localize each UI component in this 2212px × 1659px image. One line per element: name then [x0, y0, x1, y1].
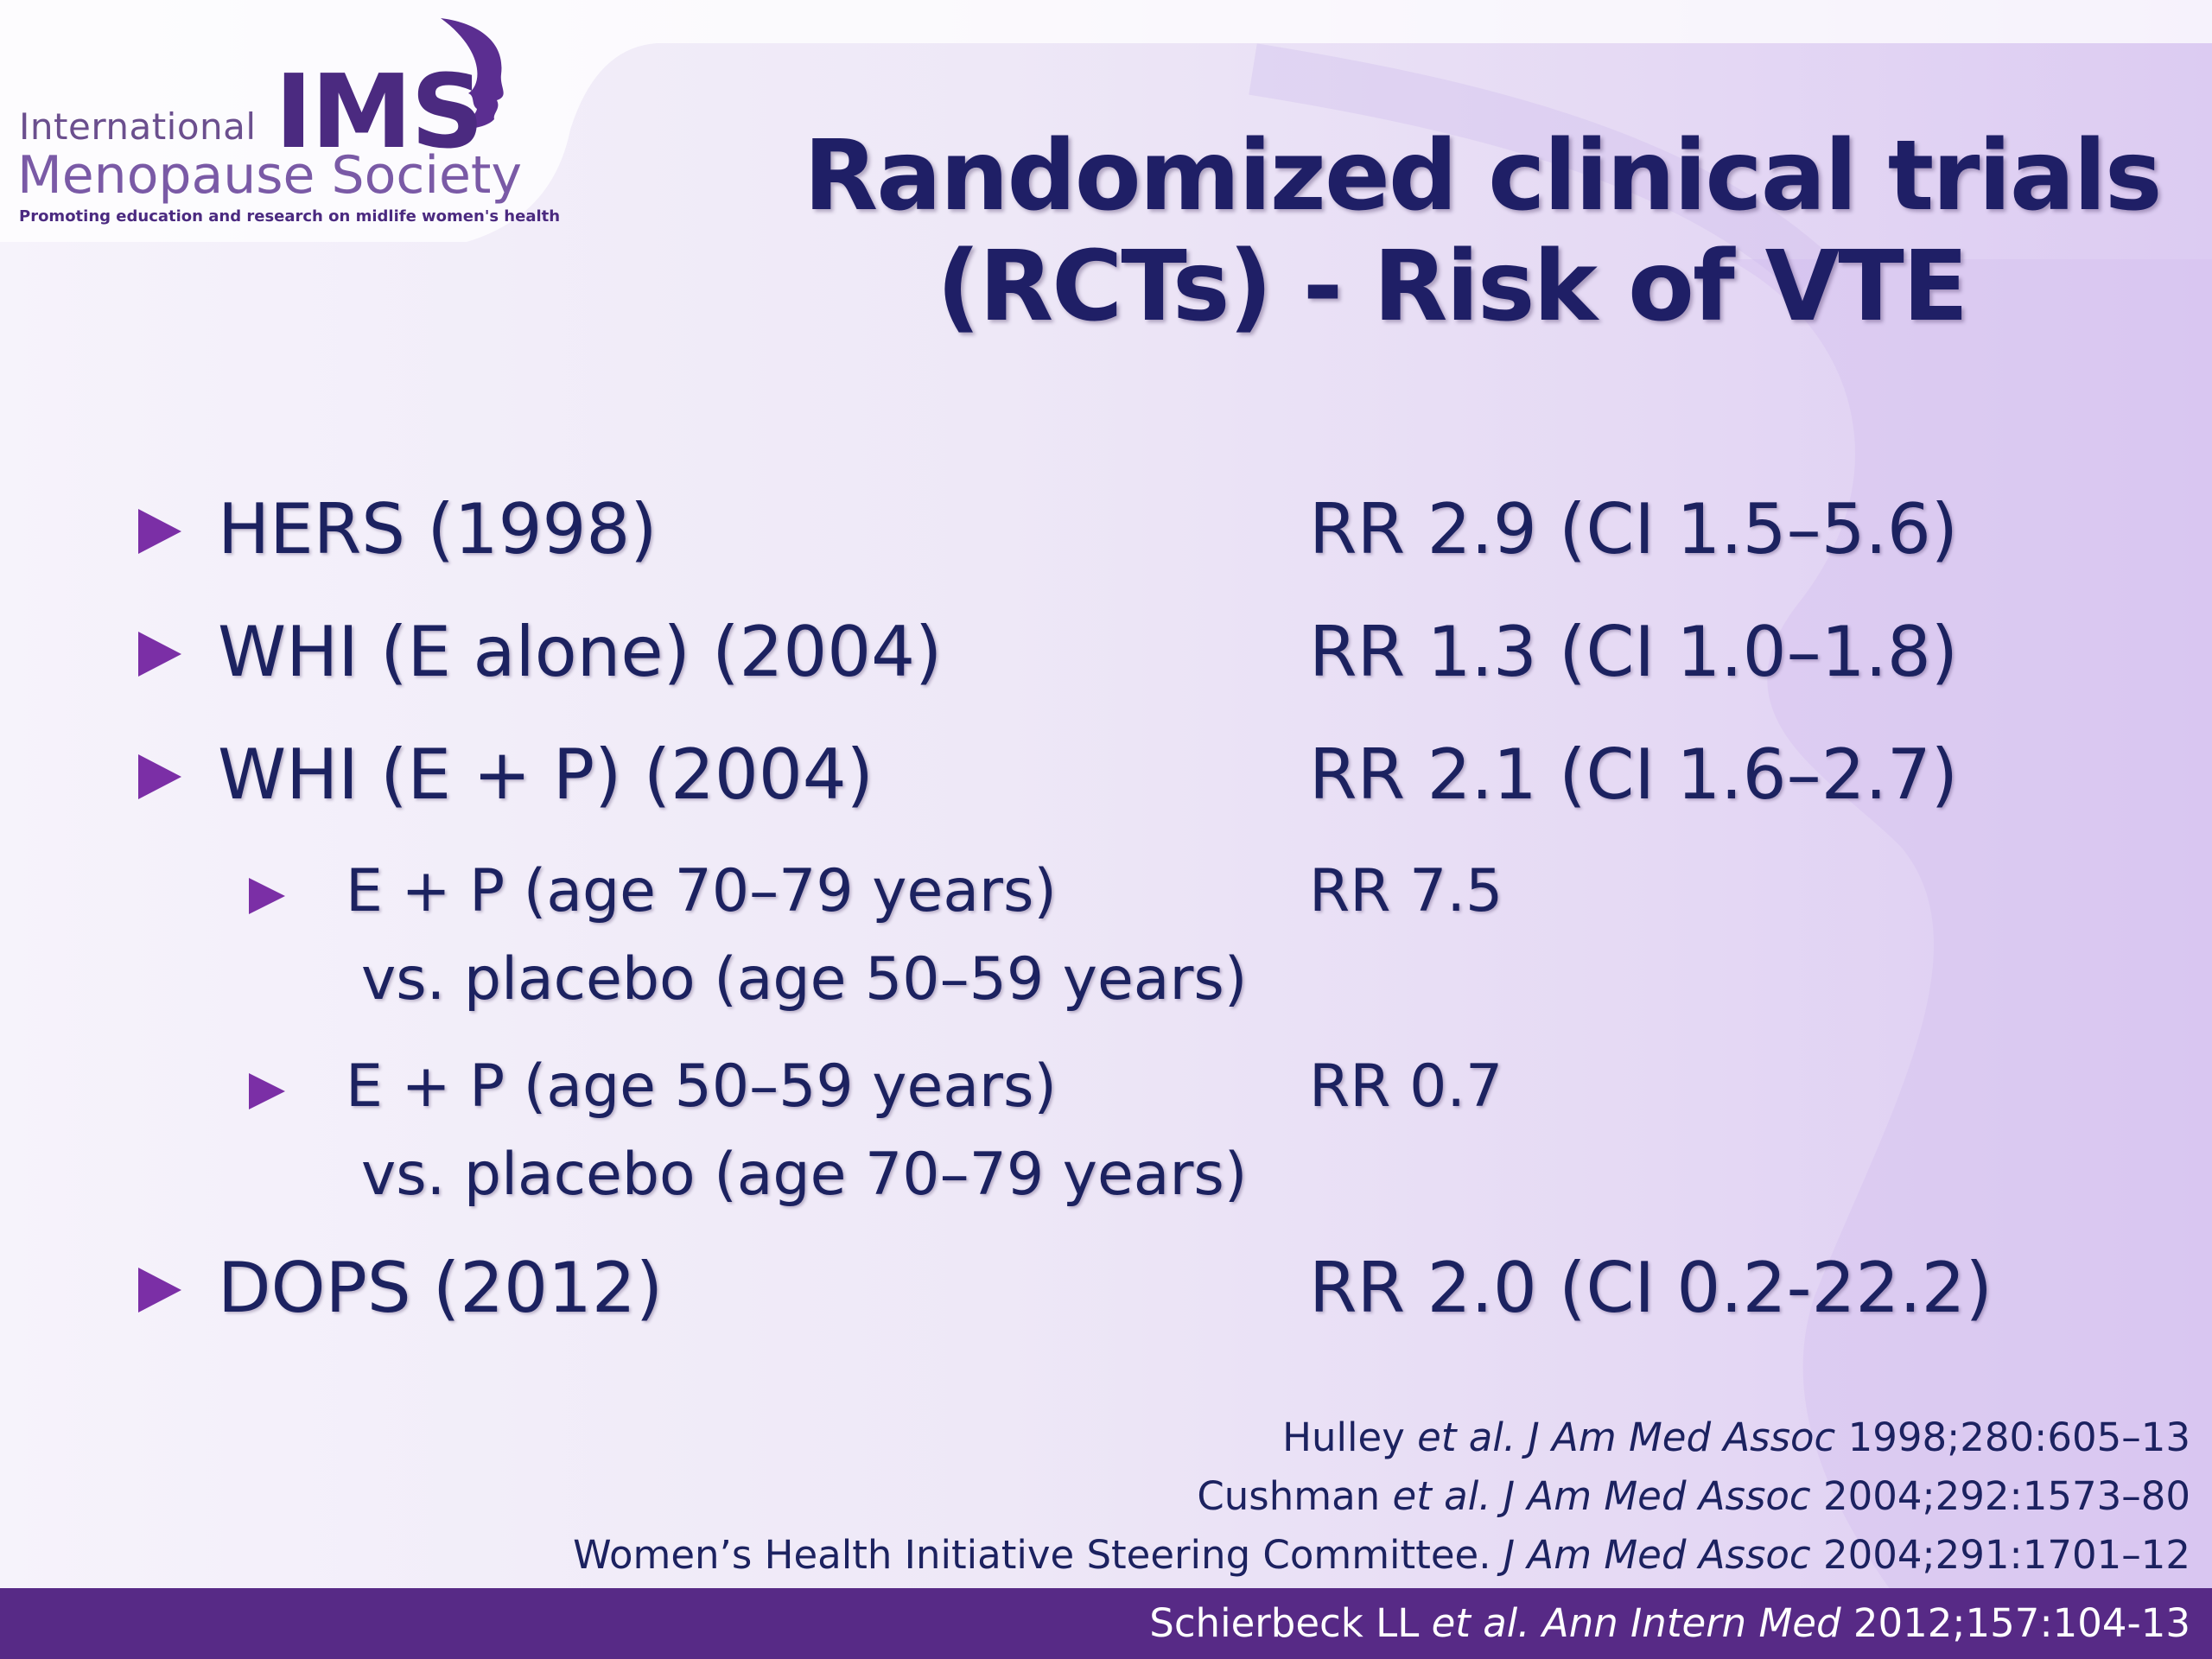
slide-title-line-2: (RCTs) - Risk of VTE	[936, 231, 1969, 343]
triangle-bullet-icon	[138, 632, 181, 677]
trial-label: DOPS (2012)	[218, 1248, 664, 1328]
trial-value: RR 1.3 (CI 1.0–1.8)	[1309, 612, 1959, 692]
trial-value: RR 0.7	[1309, 1052, 1503, 1121]
trial-value: RR 2.9 (CI 1.5–5.6)	[1309, 489, 1959, 569]
list-item: E + P (age 70–79 years) vs. placebo (age…	[0, 857, 2212, 1030]
list-item: HERS (1998) RR 2.9 (CI 1.5–5.6)	[0, 484, 2212, 579]
triangle-bullet-icon	[138, 754, 181, 799]
trial-value: RR 7.5	[1309, 857, 1503, 925]
reference-item: Women’s Health Initiative Steering Commi…	[573, 1532, 2190, 1578]
trial-label: HERS (1998)	[218, 489, 658, 569]
logo-text-menopause-society: Menopause Society	[17, 145, 522, 206]
reference-item: Hulley et al. J Am Med Assoc 1998;280:60…	[1282, 1414, 2190, 1460]
trial-label: WHI (E + P) (2004)	[218, 734, 874, 815]
triangle-bullet-icon	[138, 509, 181, 554]
logo-text-international: International	[19, 105, 257, 148]
trial-value: RR 2.0 (CI 0.2-22.2)	[1309, 1248, 1993, 1328]
trial-sublabel: E + P (age 50–59 years)	[346, 1052, 1057, 1121]
triangle-bullet-icon	[249, 1073, 285, 1109]
triangle-bullet-icon	[138, 1268, 181, 1313]
face-profile-icon	[441, 18, 504, 139]
reference-item: Cushman et al. J Am Med Assoc 2004;292:1…	[1197, 1473, 2190, 1519]
reference-item: Schierbeck LL et al. Ann Intern Med 2012…	[1149, 1600, 2190, 1646]
list-item: WHI (E alone) (2004) RR 1.3 (CI 1.0–1.8)	[0, 607, 2212, 702]
list-item: E + P (age 50–59 years) vs. placebo (age…	[0, 1052, 2212, 1225]
trial-sublabel-continued: vs. placebo (age 70–79 years)	[361, 1141, 1248, 1209]
trial-value: RR 2.1 (CI 1.6–2.7)	[1309, 734, 1959, 815]
list-item: DOPS (2012) RR 2.0 (CI 0.2-22.2)	[0, 1243, 2212, 1338]
logo-tagline: Promoting education and research on midl…	[19, 207, 561, 226]
trial-sublabel-continued: vs. placebo (age 50–59 years)	[361, 945, 1248, 1014]
slide-title-line-1: Randomized clinical trials	[804, 120, 2163, 232]
list-item: WHI (E + P) (2004) RR 2.1 (CI 1.6–2.7)	[0, 729, 2212, 824]
logo-text-ims: IMS	[275, 52, 484, 171]
footer-bar	[0, 1588, 2212, 1659]
trial-sublabel: E + P (age 70–79 years)	[346, 857, 1057, 925]
references: Hulley et al. J Am Med Assoc 1998;280:60…	[573, 1408, 2190, 1585]
slide-title: Randomized clinical trials (RCTs) - Risk…	[804, 120, 2163, 343]
triangle-bullet-icon	[249, 878, 285, 914]
ims-logo: International IMS Menopause Society Prom…	[0, 0, 588, 251]
trial-label: WHI (E alone) (2004)	[218, 612, 943, 692]
